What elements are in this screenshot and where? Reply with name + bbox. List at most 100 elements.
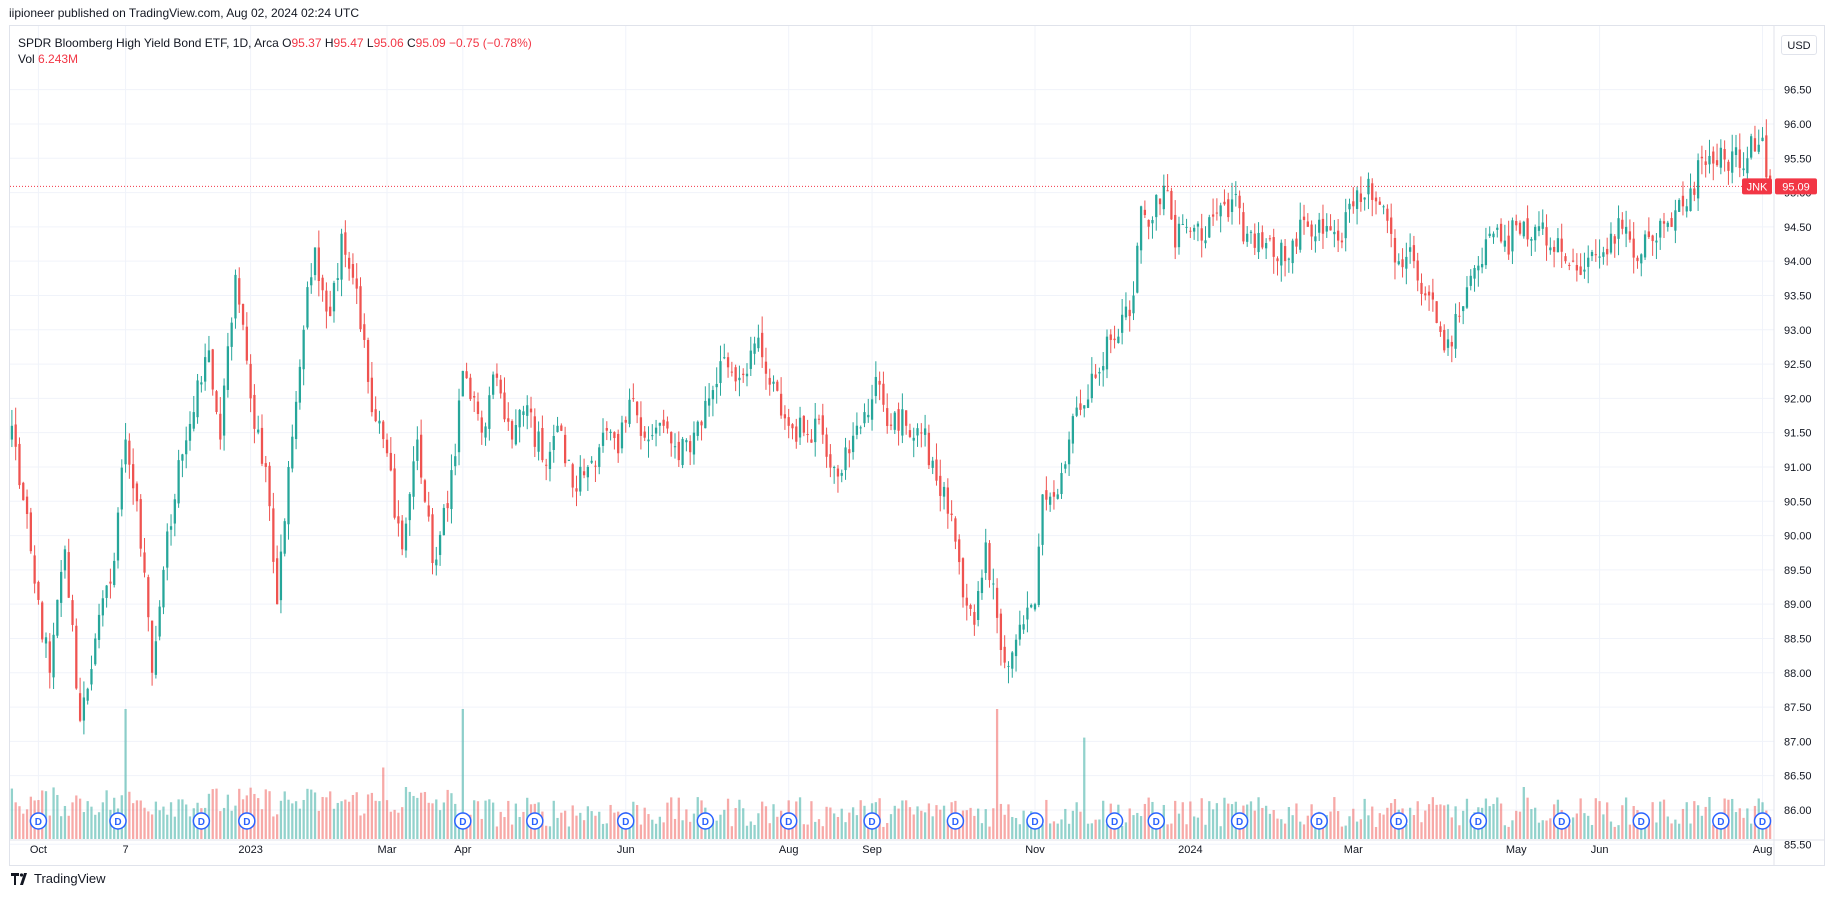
volume-bar — [1371, 806, 1374, 839]
candle — [1666, 220, 1669, 232]
symbol-name[interactable]: SPDR Bloomberg High Yield Bond ETF, 1D, … — [18, 36, 279, 50]
price-tag: JNK 95.09 — [1742, 178, 1817, 195]
candle — [1628, 219, 1632, 243]
x-tick-label: 2024 — [1178, 844, 1202, 856]
y-tick-label: 96.00 — [1784, 119, 1812, 131]
dividend-marker: D — [29, 812, 48, 830]
candle — [431, 507, 434, 575]
volume-bar — [1003, 814, 1006, 839]
candle — [412, 446, 415, 510]
candle — [1295, 232, 1298, 255]
candle — [715, 367, 718, 404]
svg-text:D: D — [868, 817, 875, 828]
volume-bar — [848, 812, 851, 839]
candle — [257, 415, 260, 435]
candle — [1704, 150, 1707, 178]
candle — [1287, 257, 1291, 273]
candle — [1139, 205, 1143, 264]
volume-bar — [1329, 811, 1332, 839]
volume-bar — [1064, 808, 1067, 839]
candle — [355, 263, 358, 305]
candle — [154, 625, 158, 679]
candle — [446, 490, 449, 522]
volume-bar — [1181, 802, 1184, 839]
chart-frame[interactable] — [9, 25, 1825, 866]
candle — [992, 568, 995, 600]
volume-bar — [931, 816, 934, 839]
volume-bar — [567, 826, 571, 839]
candle — [882, 371, 885, 412]
volume-bar — [1621, 805, 1624, 839]
y-tick-label: 88.00 — [1784, 668, 1812, 680]
candle — [1606, 237, 1609, 266]
candle — [408, 492, 411, 536]
volume-bar — [1177, 813, 1181, 839]
candle — [1405, 242, 1408, 285]
candle — [465, 362, 468, 379]
candle — [1155, 194, 1158, 231]
candle — [48, 633, 51, 689]
y-tick-label: 86.50 — [1784, 771, 1812, 783]
currency-button[interactable]: USD — [1781, 35, 1817, 55]
footer-brand[interactable]: TradingView — [11, 871, 106, 886]
candle — [1348, 198, 1351, 223]
volume-bar — [427, 802, 430, 839]
candle — [844, 437, 847, 480]
candle — [927, 424, 931, 469]
volume-bar — [639, 824, 643, 839]
candle — [825, 427, 828, 468]
y-tick-label: 91.50 — [1784, 428, 1812, 440]
candle — [215, 389, 218, 415]
volume-bar — [836, 816, 840, 839]
svg-text:D: D — [1475, 817, 1482, 828]
volume-bar — [1424, 810, 1427, 839]
volume-bar — [1518, 811, 1522, 839]
candle — [1484, 227, 1488, 269]
high-label: H — [324, 36, 334, 50]
candle — [249, 354, 252, 413]
volume-bar — [495, 826, 499, 839]
dividend-marker: D — [696, 812, 715, 830]
volume-bar — [473, 800, 476, 839]
volume-bar — [442, 802, 446, 839]
volume-bar — [181, 799, 184, 839]
volume-bar — [60, 816, 63, 839]
candle — [385, 433, 389, 457]
candle — [1579, 253, 1582, 276]
volume-label[interactable]: Vol — [18, 52, 35, 66]
candle — [1594, 239, 1597, 262]
candle — [1602, 246, 1605, 265]
volume-bar — [147, 811, 150, 839]
volume-bar — [332, 808, 336, 839]
candle — [704, 386, 707, 429]
volume-bar — [927, 803, 931, 839]
candle — [1386, 204, 1389, 234]
volume-bar — [1219, 826, 1222, 839]
candle — [1204, 226, 1207, 249]
candle — [1719, 139, 1722, 175]
x-tick-label: Apr — [454, 844, 471, 856]
volume-bar — [590, 811, 593, 839]
candle — [1617, 205, 1620, 256]
candle — [1636, 255, 1639, 269]
volume-bar — [893, 805, 896, 839]
candle — [1086, 384, 1090, 409]
tradingview-logo-icon — [11, 872, 31, 885]
candle — [1261, 225, 1264, 250]
candle — [276, 545, 279, 605]
volume-bar — [461, 709, 464, 839]
candle — [1662, 212, 1666, 239]
candle — [1310, 220, 1313, 250]
candle — [1518, 220, 1522, 236]
candle — [821, 403, 824, 444]
volume-bar — [166, 814, 169, 839]
candle — [1158, 198, 1162, 216]
candle — [143, 538, 146, 578]
volume-bar — [135, 800, 139, 839]
volume-bar — [401, 807, 404, 839]
candle — [571, 462, 574, 498]
symbol-legend[interactable]: SPDR Bloomberg High Yield Bond ETF, 1D, … — [18, 35, 532, 67]
volume-bar — [1511, 820, 1514, 839]
candle — [348, 251, 351, 281]
